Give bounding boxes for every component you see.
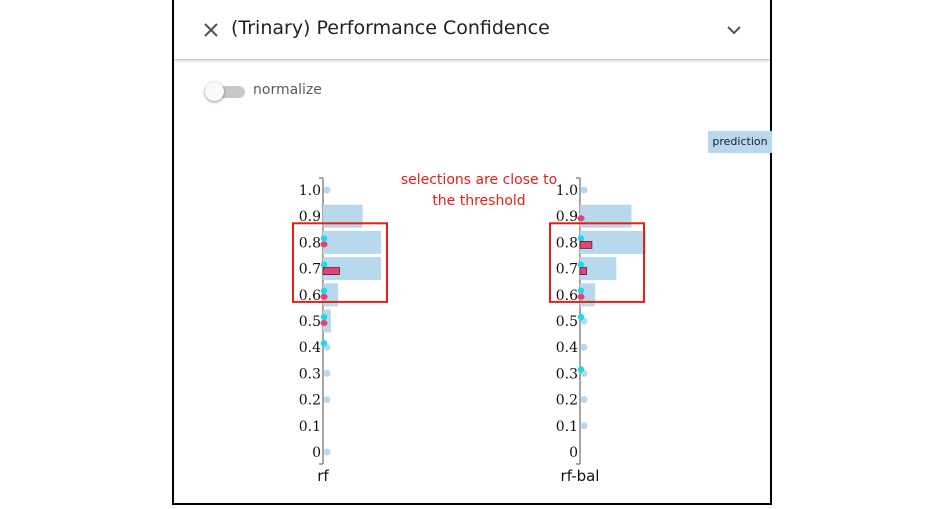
rf-bal-prediction-point [580, 343, 588, 351]
rf-bal-tick-label: 0.9 [556, 209, 578, 225]
rf-prediction-point [323, 448, 331, 456]
rf-bal-model-label: rf-bal [561, 467, 600, 485]
rf-highlight-mark [320, 313, 328, 321]
rf-bal-tick-label: 0.4 [556, 340, 578, 356]
rf-prediction-point [323, 186, 331, 194]
rf-prediction-point [323, 369, 331, 377]
rf-bal-highlight-mark [577, 261, 585, 268]
rf-tick-label: 0.4 [299, 340, 321, 356]
rf-tick-label: 0.9 [299, 209, 321, 225]
rf-bal-tick-label: 0.5 [556, 314, 578, 330]
rf-bal-prediction-bar [580, 230, 646, 254]
rf-prediction-bar [323, 204, 363, 228]
toggle-knob [205, 82, 224, 101]
rf-selection-box [292, 222, 388, 303]
rf-bal-highlight-mark [577, 313, 585, 321]
rf-bal-tick-label: 1.0 [556, 183, 578, 199]
rf-selected-mark [320, 293, 328, 300]
rf-prediction-bar [323, 309, 331, 333]
panel-title: (Trinary) Performance Confidence [231, 17, 550, 39]
rf-highlight-mark [320, 287, 328, 294]
rf-tick-label: 0.1 [299, 419, 321, 435]
normalize-label: normalize [253, 82, 322, 98]
rf-bal-prediction-point [580, 422, 588, 430]
confidence-chart: 1.0 0.9 0.8 0.7 0.6 0.5 0.4 0.3 0.2 0.1 0 rf 1.0 0.9 0… [292, 177, 646, 485]
rf-tick-label: 0.6 [299, 288, 321, 304]
annotation-note: selections are close to the threshold [379, 170, 579, 212]
rf-bal-tick-label: 0.6 [556, 288, 578, 304]
rf-bal-prediction-bar [580, 257, 617, 281]
rf-bal-selected-mark [577, 293, 585, 300]
rf-bal-tick-label: 0.1 [556, 419, 578, 435]
rf-selected-mark [320, 241, 328, 248]
rf-prediction-bar [323, 230, 382, 254]
rf-bal-tick-label: 0.2 [556, 393, 578, 409]
rf-bal-selection-box [549, 222, 645, 303]
rf-bal-prediction-point [580, 186, 588, 194]
rf-tick-label: 0.7 [299, 262, 321, 278]
chevron-down-icon[interactable] [726, 22, 742, 38]
rf-tick-label: 0 [312, 445, 321, 461]
rf-model-label: rf [317, 467, 329, 485]
rf-selected-mark [320, 320, 328, 326]
rf-highlight-mark [320, 261, 328, 268]
performance-confidence-panel: (Trinary) Performance Confidence normali… [172, 0, 772, 505]
legend-prediction[interactable]: prediction [708, 131, 772, 153]
rf-highlight-mark [320, 235, 328, 242]
rf-highlight-mark [320, 340, 328, 347]
rf-bal-highlight-mark [577, 287, 585, 294]
rf-bal-prediction-bar [580, 283, 596, 307]
close-icon[interactable] [201, 20, 221, 40]
rf-bal-prediction-bar [580, 204, 632, 228]
rf-tick-label: 1.0 [299, 183, 321, 199]
rf-tick-label: 0.8 [299, 235, 321, 251]
rf-bal-selected-mark [577, 215, 585, 222]
rf-bal-tick-label: 0 [569, 445, 578, 461]
rf-selected-bar [322, 267, 340, 276]
rf-bal-selected-bar [579, 240, 593, 249]
rf-tick-label: 0.5 [299, 314, 321, 330]
normalize-toggle[interactable] [205, 81, 247, 101]
rf-bal-tick-label: 0.3 [556, 366, 578, 382]
rf-prediction-point [323, 396, 331, 404]
annotation-line-1: selections are close to [400, 172, 558, 188]
rf-bal-tick-label: 0.7 [556, 262, 578, 278]
rf-bal-highlight-mark [577, 366, 585, 373]
annotation-line-2: the threshold [432, 193, 526, 209]
rf-bal-highlight-mark [577, 235, 585, 242]
rf-bal-prediction-point [580, 396, 588, 404]
panel-header: (Trinary) Performance Confidence [174, 0, 770, 60]
rf-bal-tick-label: 0.8 [556, 235, 578, 251]
rf-tick-label: 0.3 [299, 366, 321, 382]
rf-prediction-bar [323, 283, 339, 307]
rf-bal-selected-bar [579, 267, 587, 276]
rf-tick-label: 0.2 [299, 393, 321, 409]
